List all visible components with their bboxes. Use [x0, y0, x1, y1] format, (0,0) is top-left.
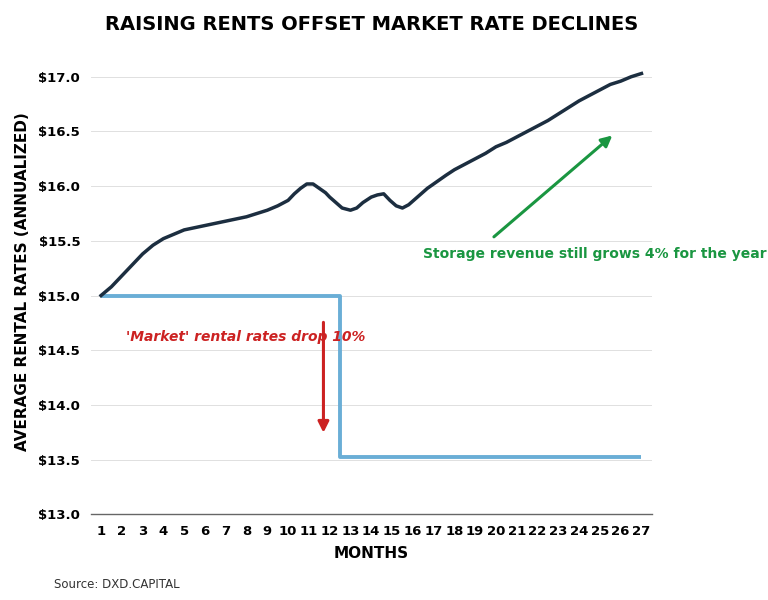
Text: Source: DXD.CAPITAL: Source: DXD.CAPITAL: [54, 578, 180, 591]
Text: Storage revenue still grows 4% for the year: Storage revenue still grows 4% for the y…: [423, 247, 766, 261]
X-axis label: MONTHS: MONTHS: [333, 546, 409, 561]
Text: 'Market' rental rates drop 10%: 'Market' rental rates drop 10%: [126, 330, 366, 344]
Y-axis label: AVERAGE RENTAL RATES (ANNUALIZED): AVERAGE RENTAL RATES (ANNUALIZED): [15, 112, 30, 451]
Title: RAISING RENTS OFFSET MARKET RATE DECLINES: RAISING RENTS OFFSET MARKET RATE DECLINE…: [104, 15, 638, 34]
